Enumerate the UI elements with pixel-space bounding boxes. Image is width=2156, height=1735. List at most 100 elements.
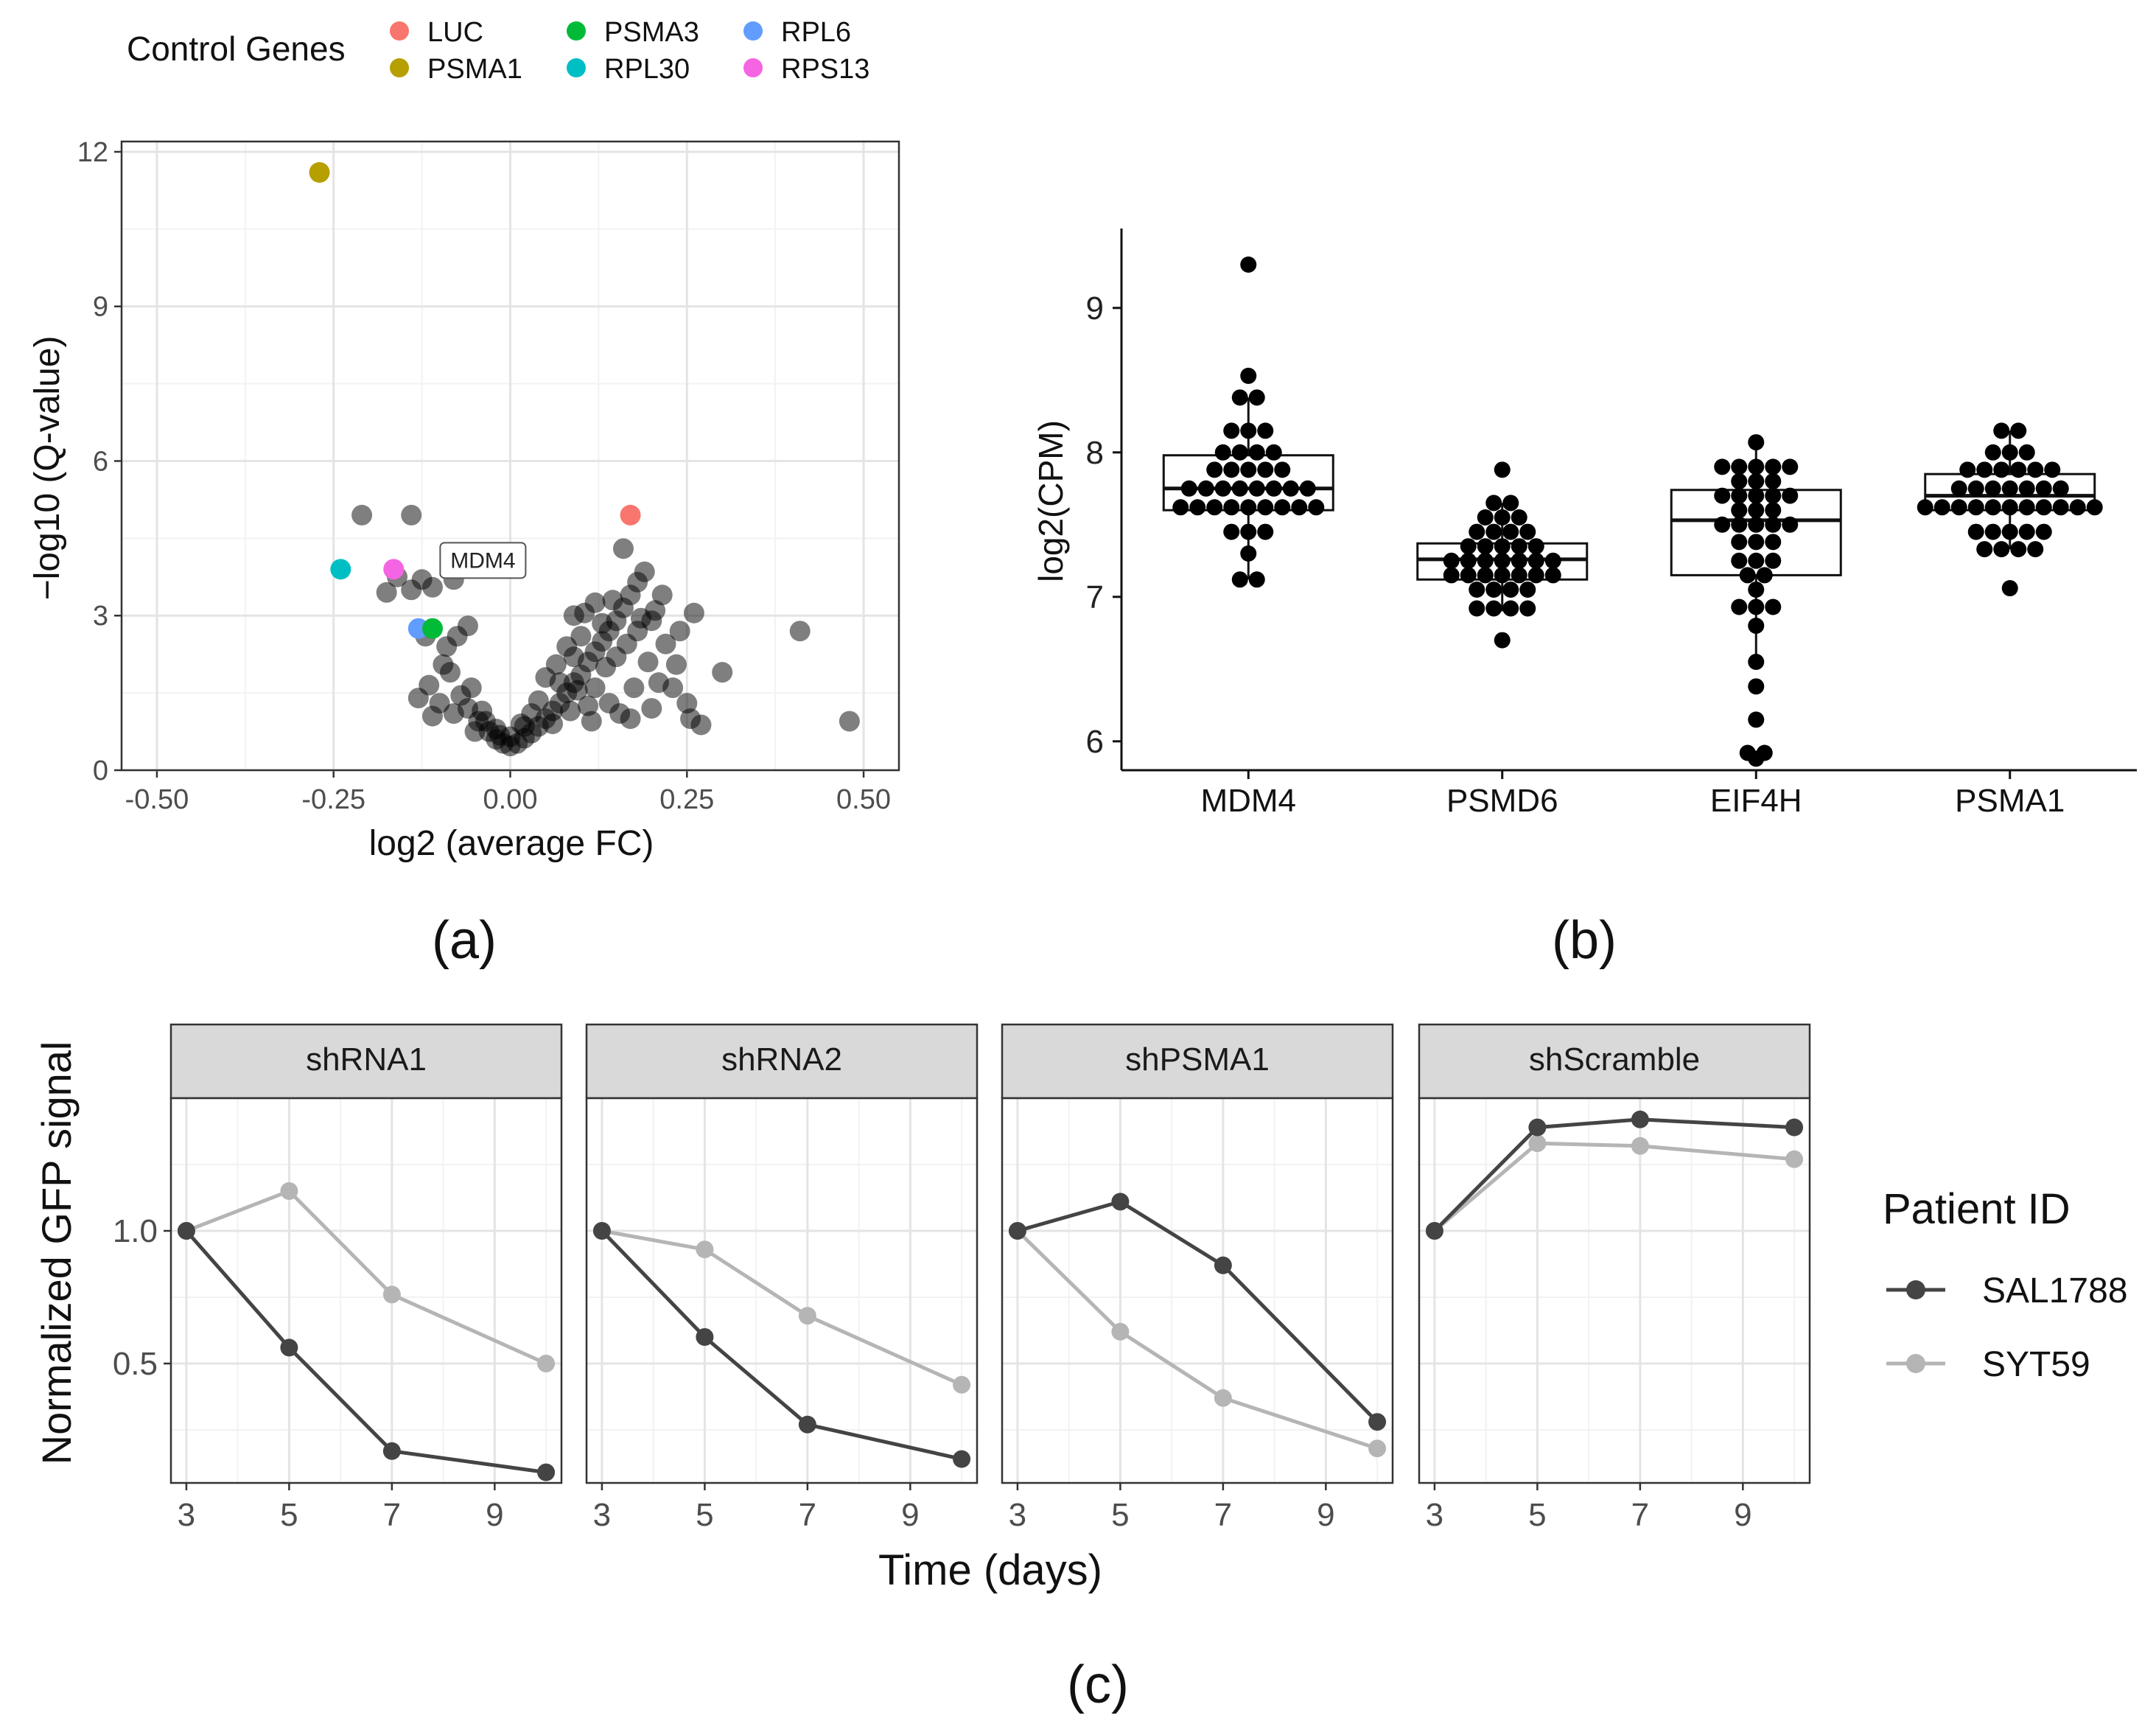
- data-point: [1714, 487, 1731, 504]
- legend-label: RPS13: [781, 54, 869, 85]
- data-point: [1291, 499, 1308, 516]
- series-point: [953, 1375, 971, 1394]
- series-point: [382, 1285, 401, 1304]
- data-point: [2052, 499, 2069, 516]
- data-point: [1231, 571, 1248, 588]
- data-point: [1993, 541, 2010, 558]
- panel-background: [587, 1098, 977, 1483]
- data-point: [1494, 538, 1511, 555]
- data-point: [2086, 499, 2103, 516]
- gene-point: [595, 657, 616, 678]
- legend-key: [567, 58, 586, 77]
- data-point: [1519, 582, 1536, 598]
- data-point: [1248, 480, 1265, 497]
- y-tick-label: 1.0: [113, 1213, 158, 1249]
- legend-label: SAL1788: [1982, 1271, 2128, 1310]
- gene-point: [634, 561, 655, 582]
- series-point: [953, 1450, 971, 1468]
- volcano-plot: -0.50 -0.25 0.00 0.25 0.50 0 3 6 9 12 MDM4: [77, 137, 900, 815]
- faceted-line-chart: shRNA1 3 5 7 9 0.5 1.0 shRNA2 3 5 7 9 shPSMA1 3 5 7 9 shS…: [113, 1023, 1811, 1533]
- gene-point: [641, 698, 662, 719]
- data-point: [1765, 552, 1782, 569]
- data-point: [1494, 509, 1511, 526]
- data-point: [1172, 499, 1189, 516]
- data-point: [1748, 750, 1765, 767]
- series-point: [537, 1355, 556, 1372]
- data-point: [1519, 523, 1536, 540]
- x-tick-label: 7: [383, 1497, 401, 1533]
- data-point: [1443, 567, 1460, 584]
- gene-point: [411, 569, 433, 590]
- gene-point: [637, 652, 659, 673]
- data-point: [1460, 538, 1477, 555]
- y-tick-label: 6: [93, 446, 108, 477]
- x-tick-label: 3: [1009, 1497, 1026, 1533]
- data-point: [2035, 523, 2052, 540]
- data-point: [1231, 480, 1248, 497]
- category-label: PSMA1: [1955, 783, 2065, 819]
- data-point: [2001, 580, 2018, 597]
- gene-point: [549, 672, 570, 694]
- data-point: [1984, 480, 2001, 497]
- control-gene-point: [422, 618, 443, 639]
- gene-point: [669, 621, 690, 642]
- data-point: [2035, 480, 2052, 497]
- series-line: [1016, 1229, 1378, 1451]
- gene-point: [789, 621, 811, 642]
- legend-key: [390, 58, 409, 77]
- control-gene-point: [407, 618, 429, 639]
- x-tick-label: 7: [1631, 1497, 1649, 1533]
- y-tick-label: 6: [1086, 724, 1104, 760]
- x-tick-label: 9: [901, 1497, 919, 1533]
- data-point: [1240, 422, 1257, 439]
- facet-label: shRNA2: [721, 1041, 842, 1078]
- x-tick-label: 5: [1528, 1497, 1546, 1533]
- legend-key: [567, 21, 586, 41]
- series-point: [280, 1338, 298, 1357]
- series-point: [1368, 1413, 1387, 1431]
- x-tick-label: 5: [1111, 1497, 1129, 1533]
- gene-point: [839, 711, 860, 732]
- plot-border: [120, 140, 900, 772]
- y-tick-label: 9: [1086, 290, 1104, 327]
- gene-point: [433, 654, 454, 675]
- x-tick-label: 5: [696, 1497, 713, 1533]
- data-point: [1257, 523, 1274, 540]
- facet-strip: [1418, 1023, 1811, 1100]
- data-point: [1240, 461, 1257, 478]
- gene-point: [612, 538, 634, 559]
- facet-label: shScramble: [1529, 1041, 1700, 1078]
- data-point: [1240, 523, 1257, 540]
- data-point: [1748, 534, 1765, 551]
- gene-point: [616, 633, 637, 654]
- data-point: [1223, 422, 1240, 439]
- gene-point: [542, 713, 564, 735]
- data-point: [1765, 502, 1782, 519]
- data-point: [2018, 523, 2035, 540]
- x-tick-label: 9: [1317, 1497, 1334, 1533]
- data-point: [1189, 499, 1206, 516]
- data-point: [1502, 523, 1519, 540]
- x-tick-label: -0.50: [125, 784, 189, 815]
- gene-point: [662, 677, 684, 699]
- series-point: [1214, 1389, 1232, 1407]
- panel-border: [585, 1097, 979, 1484]
- data-point: [1731, 534, 1748, 551]
- panel-c-ylabel: Normalized GFP signal: [33, 1041, 80, 1465]
- gene-point: [475, 711, 496, 732]
- series-point: [1008, 1222, 1026, 1240]
- data-point: [1248, 389, 1265, 406]
- data-point: [1765, 473, 1782, 489]
- data-point: [1494, 461, 1511, 478]
- data-point: [2052, 480, 2069, 497]
- data-point: [1240, 545, 1257, 562]
- category-label: MDM4: [1200, 783, 1296, 819]
- panel-b-ylabel: log2(CPM): [1032, 420, 1070, 582]
- x-tick-label: 3: [593, 1497, 611, 1533]
- data-point: [1511, 552, 1527, 569]
- data-point: [1240, 367, 1257, 384]
- facet-strip: [1001, 1023, 1394, 1100]
- series-point: [177, 1222, 195, 1240]
- gene-point: [655, 633, 676, 654]
